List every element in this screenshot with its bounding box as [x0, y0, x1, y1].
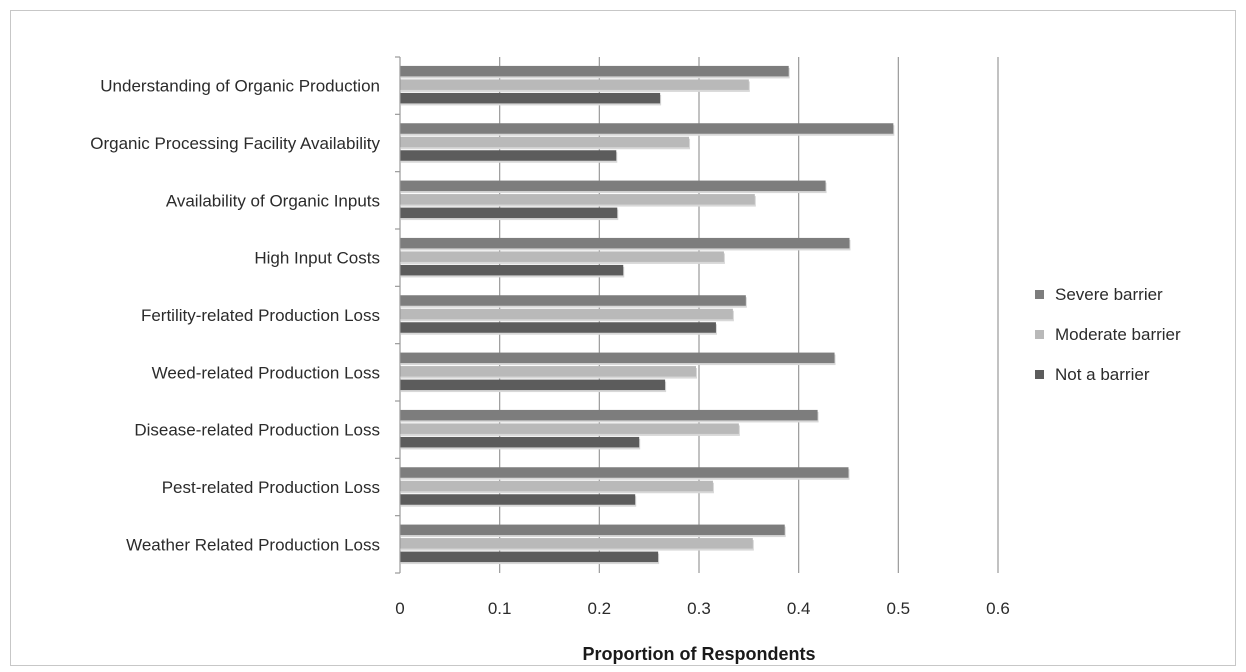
bar-not-a-barrier	[400, 494, 636, 505]
bar-moderate-barrier	[400, 79, 749, 90]
bar-moderate-barrier	[400, 251, 724, 262]
x-tick-label: 0	[395, 599, 404, 618]
bar-moderate-barrier	[400, 136, 690, 148]
bar-severe-barrier	[400, 123, 894, 134]
category-labels: Understanding of Organic Production Organ…	[90, 77, 380, 555]
category-label: Understanding of Organic Production	[100, 77, 380, 96]
x-tick-label: 0.4	[787, 599, 811, 618]
category-label: Weather Related Production Loss	[126, 535, 380, 554]
category-label: Disease-related Production Loss	[134, 421, 380, 440]
x-tick-label: 0.5	[887, 599, 911, 618]
legend-label: Severe barrier	[1055, 285, 1163, 304]
bar-not-a-barrier	[400, 322, 716, 333]
legend-swatch	[1035, 290, 1044, 299]
axes	[395, 56, 401, 574]
bar-moderate-barrier	[400, 423, 739, 434]
bar-moderate-barrier	[400, 538, 753, 549]
legend-swatch	[1035, 330, 1044, 339]
legend: Severe barrier Moderate barrier Not a barr…	[1035, 285, 1181, 384]
category-label: Fertility-related Production Loss	[141, 306, 380, 325]
x-tick-label: 0.2	[588, 599, 612, 618]
bars	[400, 65, 895, 565]
category-label: Availability of Organic Inputs	[166, 191, 380, 210]
category-label: Organic Processing Facility Availability	[90, 134, 380, 153]
bar-moderate-barrier	[400, 366, 697, 377]
chart-frame	[10, 10, 1236, 666]
bar-moderate-barrier	[400, 480, 713, 492]
legend-label: Not a barrier	[1055, 365, 1150, 384]
bar-not-a-barrier	[400, 551, 659, 563]
x-tick-label: 0.1	[488, 599, 512, 618]
bar-severe-barrier	[400, 295, 746, 306]
bar-severe-barrier	[400, 409, 818, 421]
bar-not-a-barrier	[400, 207, 618, 219]
bar-not-a-barrier	[400, 150, 617, 161]
bar-severe-barrier	[400, 65, 789, 77]
bar-not-a-barrier	[400, 92, 661, 104]
bar-not-a-barrier	[400, 436, 640, 448]
x-tick-label: 0.6	[986, 599, 1010, 618]
bar-not-a-barrier	[400, 264, 624, 276]
legend-swatch	[1035, 370, 1044, 379]
bar-moderate-barrier	[400, 194, 755, 205]
x-tick-label: 0.3	[687, 599, 711, 618]
bar-severe-barrier	[400, 467, 849, 478]
bar-not-a-barrier	[400, 379, 666, 391]
category-label: Pest-related Production Loss	[162, 478, 380, 497]
legend-label: Moderate barrier	[1055, 325, 1181, 344]
category-label: High Input Costs	[254, 249, 380, 268]
bar-severe-barrier	[400, 180, 826, 192]
x-axis-title: Proportion of Respondents	[583, 644, 816, 664]
category-label: Weed-related Production Loss	[152, 363, 380, 382]
bar-severe-barrier	[400, 524, 785, 536]
bar-moderate-barrier	[400, 308, 733, 320]
x-tick-labels: 0 0.1 0.2 0.3 0.4 0.5 0.6	[395, 599, 1010, 618]
bar-severe-barrier	[400, 352, 835, 364]
bar-severe-barrier	[400, 237, 850, 249]
